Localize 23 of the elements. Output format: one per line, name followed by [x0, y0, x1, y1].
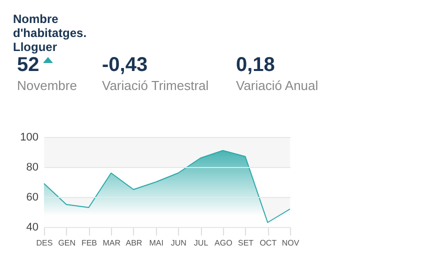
x-tick-label: DES	[36, 238, 53, 248]
y-tick-label: 80	[26, 162, 38, 174]
x-tick-label: MAI	[149, 238, 164, 248]
x-tick-label: OCT	[260, 238, 277, 248]
y-tick-label: 60	[26, 192, 38, 204]
x-tick-label: MAR	[102, 238, 121, 248]
y-tick-label: 40	[26, 222, 38, 234]
x-tick-label: JUN	[170, 238, 187, 248]
text: Novembre	[17, 77, 77, 95]
x-tick-label: GEN	[58, 238, 76, 248]
x-tick-label: ABR	[126, 238, 142, 248]
x-tick-label: JUL	[194, 238, 209, 248]
x-tick-label: SET	[238, 238, 254, 248]
y-tick-label: 100	[20, 132, 38, 144]
text: 0,18	[236, 54, 275, 76]
text: -0,43	[102, 54, 148, 76]
text: Variació Anual	[236, 77, 318, 95]
x-tick-label: NOV	[282, 238, 300, 248]
text: Variació Trimestral	[102, 77, 209, 95]
text: 52	[17, 54, 40, 76]
chart-title: Nombre d'habitatges. Lloguer	[13, 12, 88, 54]
x-tick-label: FEB	[81, 238, 98, 248]
x-tick-label: AGO	[214, 238, 232, 248]
